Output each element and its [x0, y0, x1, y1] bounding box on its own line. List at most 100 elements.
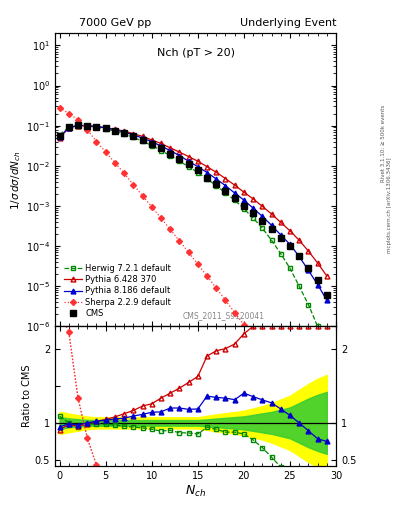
CMS — [186, 161, 191, 167]
Pythia 6.428 370 — [103, 124, 108, 131]
Herwig 7.2.1 default — [103, 126, 108, 132]
CMS — [66, 124, 71, 131]
Text: Underlying Event: Underlying Event — [239, 18, 336, 28]
CMS — [103, 125, 108, 132]
Pythia 8.186 default — [85, 122, 90, 129]
Pythia 8.186 default — [66, 124, 71, 131]
Sherpa 2.2.9 default — [177, 238, 182, 244]
Herwig 7.2.1 default — [232, 197, 237, 203]
Pythia 6.428 370 — [232, 182, 237, 188]
Sherpa 2.2.9 default — [122, 170, 127, 176]
CMS — [140, 137, 145, 143]
CMS — [85, 122, 90, 129]
Pythia 8.186 default — [223, 183, 228, 189]
Pythia 6.428 370 — [315, 260, 320, 266]
Pythia 8.186 default — [195, 164, 200, 170]
Pythia 6.428 370 — [131, 131, 136, 137]
Pythia 8.186 default — [260, 214, 264, 220]
CMS — [195, 166, 200, 173]
CMS — [251, 210, 255, 217]
Text: Rivet 3.1.10; ≥ 500k events: Rivet 3.1.10; ≥ 500k events — [381, 105, 386, 182]
Pythia 6.428 370 — [112, 126, 117, 133]
Pythia 6.428 370 — [205, 164, 209, 170]
Sherpa 2.2.9 default — [186, 249, 191, 255]
CMS — [214, 181, 219, 187]
Y-axis label: $1/\sigma\,d\sigma/dN_{ch}$: $1/\sigma\,d\sigma/dN_{ch}$ — [9, 150, 23, 209]
Pythia 6.428 370 — [278, 219, 283, 225]
Pythia 8.186 default — [315, 282, 320, 288]
Herwig 7.2.1 default — [94, 124, 99, 130]
Line: CMS: CMS — [57, 122, 330, 298]
CMS — [76, 122, 81, 128]
CMS — [288, 243, 292, 249]
Pythia 8.186 default — [131, 132, 136, 138]
Herwig 7.2.1 default — [278, 250, 283, 257]
CMS — [94, 124, 99, 130]
CMS — [168, 151, 173, 157]
Line: Herwig 7.2.1 default: Herwig 7.2.1 default — [57, 123, 329, 350]
Herwig 7.2.1 default — [260, 225, 264, 231]
Pythia 6.428 370 — [251, 196, 255, 202]
Pythia 6.428 370 — [260, 203, 264, 209]
Pythia 6.428 370 — [325, 273, 329, 279]
Pythia 6.428 370 — [214, 169, 219, 175]
CMS — [278, 235, 283, 241]
CMS — [177, 156, 182, 162]
Herwig 7.2.1 default — [214, 183, 219, 189]
Pythia 8.186 default — [251, 205, 255, 211]
Sherpa 2.2.9 default — [288, 383, 292, 390]
CMS — [159, 145, 163, 152]
Sherpa 2.2.9 default — [205, 273, 209, 279]
Pythia 6.428 370 — [57, 135, 62, 141]
Herwig 7.2.1 default — [168, 153, 173, 159]
Sherpa 2.2.9 default — [232, 310, 237, 316]
Pythia 8.186 default — [103, 125, 108, 131]
Sherpa 2.2.9 default — [195, 261, 200, 267]
Sherpa 2.2.9 default — [94, 139, 99, 145]
Herwig 7.2.1 default — [315, 323, 320, 329]
Herwig 7.2.1 default — [195, 169, 200, 176]
CMS — [232, 195, 237, 201]
Sherpa 2.2.9 default — [66, 111, 71, 117]
Herwig 7.2.1 default — [205, 176, 209, 182]
Herwig 7.2.1 default — [112, 128, 117, 134]
Pythia 6.428 370 — [195, 158, 200, 164]
Sherpa 2.2.9 default — [131, 182, 136, 188]
CMS — [205, 175, 209, 181]
Text: Nch (pT > 20): Nch (pT > 20) — [156, 48, 235, 58]
Y-axis label: Ratio to CMS: Ratio to CMS — [22, 365, 32, 428]
Pythia 6.428 370 — [223, 176, 228, 182]
Pythia 8.186 default — [57, 134, 62, 140]
Sherpa 2.2.9 default — [149, 204, 154, 210]
Pythia 6.428 370 — [177, 149, 182, 155]
Pythia 8.186 default — [214, 176, 219, 182]
Sherpa 2.2.9 default — [251, 334, 255, 340]
Pythia 8.186 default — [122, 129, 127, 135]
Sherpa 2.2.9 default — [260, 346, 264, 352]
Sherpa 2.2.9 default — [76, 117, 81, 123]
Pythia 6.428 370 — [159, 140, 163, 146]
Herwig 7.2.1 default — [223, 190, 228, 196]
Herwig 7.2.1 default — [269, 237, 274, 243]
Herwig 7.2.1 default — [306, 302, 311, 308]
Pythia 8.186 default — [94, 123, 99, 130]
Sherpa 2.2.9 default — [85, 126, 90, 133]
Text: 7000 GeV pp: 7000 GeV pp — [79, 18, 151, 28]
Pythia 6.428 370 — [149, 137, 154, 143]
Pythia 6.428 370 — [168, 145, 173, 151]
Pythia 6.428 370 — [297, 237, 301, 243]
Herwig 7.2.1 default — [186, 164, 191, 170]
Line: Sherpa 2.2.9 default: Sherpa 2.2.9 default — [57, 105, 329, 441]
Sherpa 2.2.9 default — [140, 193, 145, 199]
Line: Pythia 8.186 default: Pythia 8.186 default — [57, 123, 329, 303]
CMS — [325, 292, 329, 298]
Herwig 7.2.1 default — [140, 138, 145, 144]
Pythia 6.428 370 — [85, 123, 90, 129]
Sherpa 2.2.9 default — [168, 226, 173, 232]
Pythia 8.186 default — [288, 241, 292, 247]
Herwig 7.2.1 default — [85, 123, 90, 129]
CMS — [260, 218, 264, 224]
Sherpa 2.2.9 default — [269, 359, 274, 365]
Sherpa 2.2.9 default — [103, 149, 108, 155]
Pythia 6.428 370 — [122, 128, 127, 134]
